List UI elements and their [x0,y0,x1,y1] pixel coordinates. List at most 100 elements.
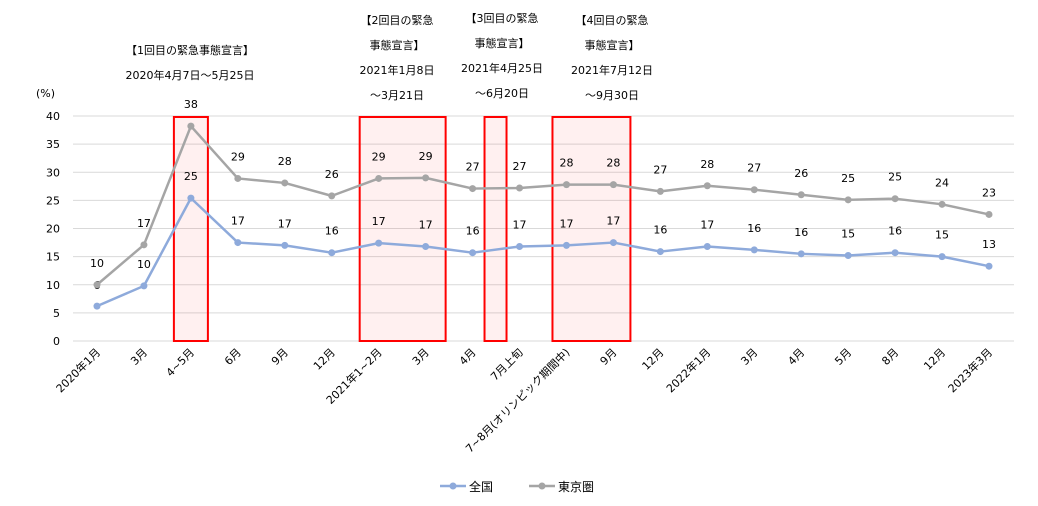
annotation-text: 2021年4月25日 [461,61,543,75]
y-unit-label: (%) [36,87,55,100]
annotation-text: 【3回目の緊急 [466,11,539,25]
data-point [422,243,430,250]
data-point [187,194,195,202]
annotation-text: 2021年1月8日 [360,63,435,77]
x-tick-label: 12月 [640,346,667,373]
data-point [938,253,946,261]
data-point [844,252,852,259]
legend-marker [538,482,546,490]
data-point [609,239,617,247]
x-tick-label: 2023年3月 [945,345,995,395]
data-label: 29 [231,150,245,163]
data-point [140,241,148,249]
data-point [844,196,852,204]
data-point [891,249,899,257]
data-point [797,250,805,258]
y-tick-label: 20 [46,223,60,236]
data-point [516,243,524,250]
annotation-text: ～3月21日 [370,89,424,102]
data-label: 17 [231,215,245,228]
data-label: 28 [700,158,714,171]
data-point [656,248,664,256]
x-tick-label: 6月 [222,346,244,368]
data-point [140,282,148,290]
legend-marker [449,482,457,490]
data-point [93,302,101,310]
y-tick-label: 15 [46,251,60,264]
emergency-period-box [358,116,447,342]
emergency-period-box [551,116,632,342]
data-point [750,186,758,194]
data-label: 29 [372,150,386,163]
x-tick-label: 7月上旬 [488,346,525,383]
data-label: 38 [184,98,198,111]
series-line [96,196,990,308]
data-label: 17 [137,217,151,230]
data-label: 10 [90,257,104,270]
data-label: 17 [700,219,714,232]
data-point [562,181,570,189]
legend-label: 東京圏 [558,480,594,494]
data-label: 26 [325,168,339,181]
data-label: 28 [278,155,292,168]
data-point [281,241,289,249]
x-tick-label: 3月 [128,346,150,368]
data-label: 16 [325,225,339,238]
data-point [656,187,664,195]
data-point [93,281,101,289]
data-point [516,184,524,192]
x-tick-label: 12月 [921,346,948,373]
data-point [703,182,711,190]
data-point [375,174,383,182]
x-tick-label: 3月 [738,346,760,368]
data-point [938,200,946,208]
annotation-text: 事態宣言】 [370,38,425,52]
data-point [234,174,242,182]
data-label: 25 [888,171,902,184]
x-tick-label: 4月 [785,346,807,368]
data-point [469,185,477,193]
annotation-text: 事態宣言】 [585,38,640,52]
annotation-text: 【1回目の緊急事態宣言】 [126,43,254,57]
data-label: 27 [653,163,667,176]
x-tick-label: 2022年1月 [663,345,713,395]
data-label: 13 [982,238,996,251]
x-tick-label: 5月 [832,346,854,368]
data-label: 27 [466,161,480,174]
data-label: 17 [559,217,573,230]
data-label: 16 [888,225,902,238]
data-label: 27 [513,160,527,173]
annotation-text: 事態宣言】 [475,36,530,50]
x-tick-label: 12月 [311,346,338,373]
data-label: 17 [372,215,386,228]
series-line [96,124,990,286]
data-point [234,239,242,247]
data-point [281,179,289,187]
x-tick-label: 2020年1月 [53,345,103,395]
data-point [187,122,195,130]
data-point [375,239,383,247]
y-tick-label: 0 [53,335,60,348]
data-label: 10 [137,258,151,271]
data-point [985,210,993,218]
data-point [328,192,336,200]
annotation-text: 2020年4月7日～5月25日 [126,68,255,82]
annotation-text: 【2回目の緊急 [361,13,434,27]
data-label: 28 [559,157,573,170]
x-tick-label: 4~5月 [164,346,197,379]
annotation-text: 2021年7月12日 [571,63,653,77]
emergency-period-box [172,116,209,342]
data-label: 25 [184,170,198,183]
x-tick-label: 3月 [410,346,432,368]
annotation-text: 【4回目の緊急 [576,13,649,27]
data-label: 16 [653,224,667,237]
data-label: 25 [841,172,855,185]
y-tick-label: 25 [46,194,60,207]
data-label: 16 [747,222,761,235]
data-point [750,246,758,254]
annotation-text: ～9月30日 [585,89,639,102]
x-tick-label: 4月 [457,346,479,368]
data-point [469,249,477,257]
